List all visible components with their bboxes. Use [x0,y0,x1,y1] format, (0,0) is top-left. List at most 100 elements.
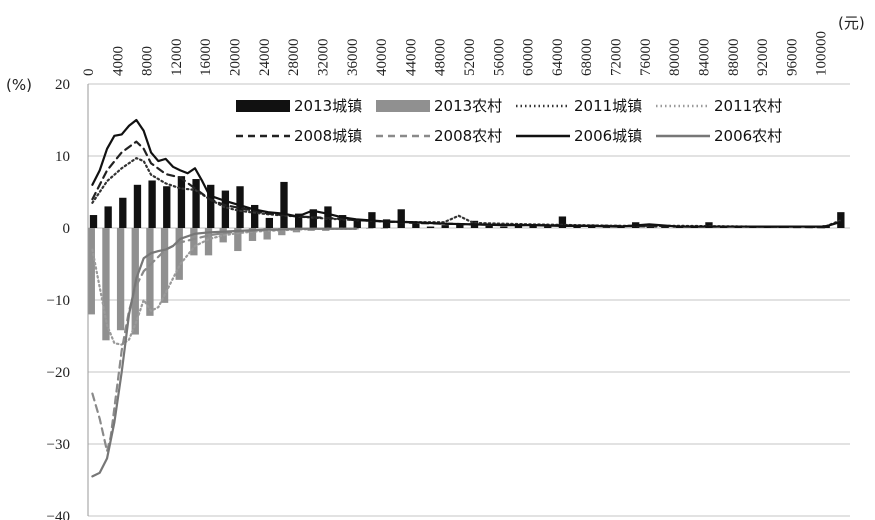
x-tick-label: 84000 [696,39,712,77]
line-series [91,227,358,478]
bar [175,228,183,280]
x-tick-label: 12000 [169,39,185,77]
bar [190,228,198,256]
bar [119,197,127,228]
x-tick-label: 20000 [228,39,244,77]
bar [207,184,215,228]
line-series [91,118,841,228]
x-tick-label: 24000 [257,39,273,77]
bar [248,228,257,241]
bar [102,228,110,341]
legend-label: 2013农村 [434,97,502,115]
bar [353,219,361,228]
legend-label: 2011农村 [714,97,782,115]
bar-series [87,228,389,341]
bar [236,186,244,228]
x-tick-label: 56000 [491,39,507,77]
y-tick-label: 10 [55,149,70,165]
axes: 20 10 0 −10 −20 −30 −40 0 4000 8000 12000 16000 2000… [47,31,830,520]
bar [500,226,508,228]
bar [426,226,435,228]
legend-item: 2011农村 [656,97,782,115]
bar [485,225,493,228]
bar [338,215,347,228]
y-tick-label: −20 [47,365,70,381]
legend-swatch [376,100,430,112]
y-tick-label: −40 [47,509,70,520]
legend-label: 2006农村 [714,127,782,145]
x-tick-label: 96000 [784,39,800,77]
bar [104,206,112,228]
bar [441,225,449,228]
legend-item: 2013农村 [376,97,502,115]
x-tick-label: 64000 [550,39,566,77]
bar-series-group [87,176,845,341]
legend-item: 2008农村 [376,127,502,145]
x-tick-label: 52000 [462,39,478,77]
x-tick-label: 80000 [667,39,683,77]
bar [116,228,125,331]
bar [661,227,669,228]
bar [366,228,374,229]
x-tick-label: 36000 [345,39,361,77]
bar [382,219,391,228]
bar [163,186,171,228]
x-tick-label: 28000 [286,39,302,77]
bar [397,209,405,228]
bar [263,228,271,240]
y-tick-label: −10 [47,293,70,309]
y-tick-label: −30 [47,437,70,453]
bar [558,216,567,228]
line-series [91,157,841,228]
bar [412,223,420,228]
x-tick-label: 100000 [814,31,830,76]
legend-label: 2008农村 [434,127,502,145]
bar [146,228,154,316]
x-tick-label: 68000 [579,39,595,77]
bar [251,204,259,228]
legend-label: 2008城镇 [294,127,362,145]
x-tick-label: 4000 [110,46,126,76]
x-tick-label: 16000 [198,39,214,77]
bar [89,215,98,228]
bar [837,212,845,228]
legend-label: 2011城镇 [574,97,642,115]
x-tick-label: 48000 [433,39,449,77]
legend-item: 2008城镇 [236,127,362,145]
y-tick-label: 20 [55,77,70,93]
legend-label: 2006城镇 [574,127,642,145]
x-tick-label: 88000 [726,39,742,77]
x-tick-label: 44000 [403,39,419,77]
bar [221,190,230,228]
bar [278,228,286,236]
bar [380,228,389,229]
bar [177,176,186,228]
bar [514,225,523,228]
x-tick-label: 40000 [374,39,390,77]
legend-label: 2013城镇 [294,97,362,115]
bar [160,228,169,303]
bar [602,227,611,228]
bar [192,179,200,228]
x-tick-label: 32000 [315,39,331,77]
bar [265,217,274,228]
line-series-group [91,118,841,478]
bar [234,228,242,252]
bar [573,226,581,228]
bar [204,228,213,256]
bar [544,226,552,228]
legend-item: 2006农村 [656,127,782,145]
bar [294,213,303,228]
bar [148,180,156,228]
x-tick-label: 92000 [755,39,771,77]
x-unit-label: (元) [838,14,865,32]
legend: 2013城镇 2013农村 2011城镇 2011农村 2008城镇 2008农村 2006… [236,97,782,145]
legend-item: 2013城镇 [236,97,362,115]
x-tick-label: 72000 [609,39,625,77]
y-unit-label: (%) [6,76,32,94]
x-tick-label: 76000 [638,39,654,77]
y-tick-label: 0 [63,221,71,237]
legend-item: 2011城镇 [516,97,642,115]
